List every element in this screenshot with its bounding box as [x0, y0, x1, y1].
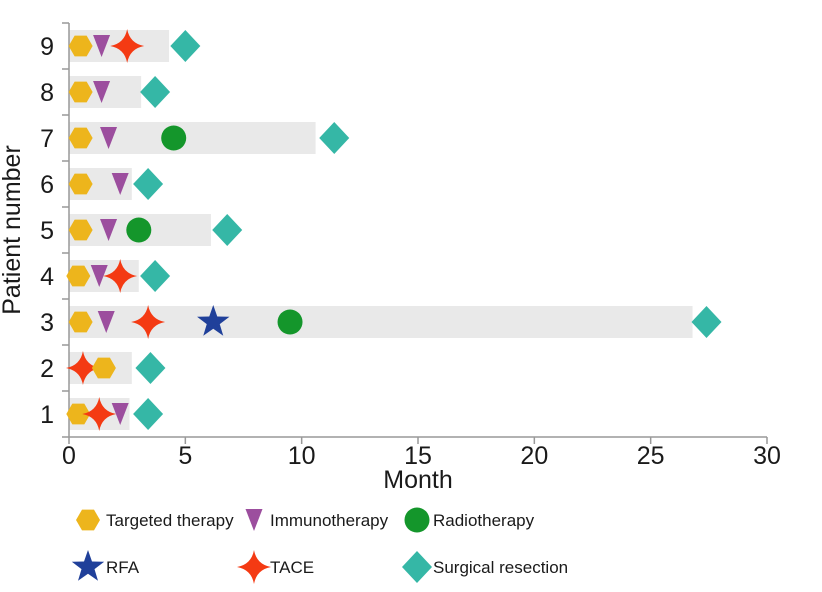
targeted-marker-patient-3: [68, 311, 93, 333]
y-tick-label-8: 8: [40, 79, 54, 107]
targeted-legend-icon: [76, 509, 100, 531]
rfa-legend-icon: [71, 550, 105, 581]
y-tick-label-6: 6: [40, 171, 54, 199]
y-tick-label-3: 3: [40, 309, 54, 337]
radio-legend-icon: [404, 507, 430, 533]
surgery-marker-patient-9: [170, 30, 201, 62]
x-tick-label-15: 15: [404, 442, 432, 470]
x-tick-label-10: 10: [288, 442, 316, 470]
legend-item-radio: Radiotherapy: [404, 507, 535, 533]
radio-marker-patient-7: [161, 125, 187, 151]
x-tick-label-25: 25: [637, 442, 665, 470]
y-tick-label-1: 1: [40, 401, 54, 429]
targeted-marker-patient-9: [68, 35, 93, 57]
duration-bar-patient-3: [69, 306, 693, 338]
surgery-marker-patient-3: [691, 306, 722, 338]
x-tick-label-5: 5: [178, 442, 192, 470]
surgery-marker-patient-8: [140, 76, 171, 108]
legend-item-rfa: RFA: [71, 550, 140, 581]
legend-label-targeted: Targeted therapy: [106, 511, 234, 530]
legend-item-surgery: Surgical resection: [402, 551, 568, 583]
immuno-marker-patient-8: [93, 81, 111, 103]
y-tick-label-9: 9: [40, 33, 54, 61]
immuno-marker-patient-9: [93, 35, 111, 57]
targeted-marker-patient-2: [91, 357, 116, 379]
tace-marker-patient-2: [65, 351, 100, 385]
x-tick-label-30: 30: [753, 442, 781, 470]
immuno-marker-patient-4: [90, 265, 108, 287]
y-tick-label-7: 7: [40, 125, 54, 153]
x-axis-title: Month: [383, 466, 452, 494]
x-tick-label-20: 20: [520, 442, 548, 470]
legend-label-surgery: Surgical resection: [433, 558, 568, 577]
legend-label-tace: TACE: [270, 558, 314, 577]
radio-marker-patient-5: [126, 217, 152, 243]
legend-item-targeted: Targeted therapy: [76, 509, 234, 531]
immuno-marker-patient-6: [111, 173, 129, 195]
y-tick-label-2: 2: [40, 355, 54, 383]
targeted-marker-patient-4: [66, 265, 91, 287]
targeted-marker-patient-8: [68, 81, 93, 103]
legend-label-rfa: RFA: [106, 558, 140, 577]
surgery-marker-patient-6: [133, 168, 164, 200]
tick-labels-layer: 9 8 7 6 5 4 3 2 10 5 10 15 20 25 30: [40, 33, 781, 470]
targeted-marker-patient-1: [66, 403, 91, 425]
surgery-marker-patient-5: [212, 214, 243, 246]
legend-label-radio: Radiotherapy: [433, 511, 535, 530]
tace-marker-patient-1: [82, 397, 117, 431]
targeted-marker-patient-7: [68, 127, 93, 149]
y-tick-label-4: 4: [40, 263, 54, 291]
immuno-marker-patient-1: [111, 403, 129, 425]
tace-marker-patient-4: [103, 259, 138, 293]
legend: Targeted therapy Immunotherapy Radiotherap…: [71, 507, 568, 584]
immuno-legend-icon: [245, 509, 263, 531]
immuno-marker-patient-5: [100, 219, 118, 241]
targeted-marker-patient-5: [68, 219, 93, 241]
surgery-marker-patient-1: [133, 398, 164, 430]
legend-item-tace: TACE: [237, 550, 314, 584]
surgery-legend-icon: [402, 551, 432, 583]
immuno-marker-patient-3: [97, 311, 115, 333]
tace-legend-icon: [237, 550, 271, 584]
surgery-marker-patient-2: [135, 352, 166, 384]
legend-item-immuno: Immunotherapy: [245, 509, 389, 531]
y-axis-title: Patient number: [0, 145, 26, 315]
y-tick-label-5: 5: [40, 217, 54, 245]
surgery-marker-patient-4: [140, 260, 171, 292]
tace-marker-patient-3: [131, 305, 166, 339]
surgery-marker-patient-7: [319, 122, 350, 154]
tace-marker-patient-9: [110, 29, 145, 63]
rfa-marker-patient-3: [197, 305, 230, 336]
legend-label-immuno: Immunotherapy: [270, 511, 389, 530]
targeted-marker-patient-6: [68, 173, 93, 195]
markers-layer: [65, 29, 722, 431]
immuno-marker-patient-7: [100, 127, 118, 149]
x-tick-label-0: 0: [62, 442, 76, 470]
radio-marker-patient-3: [277, 309, 303, 335]
